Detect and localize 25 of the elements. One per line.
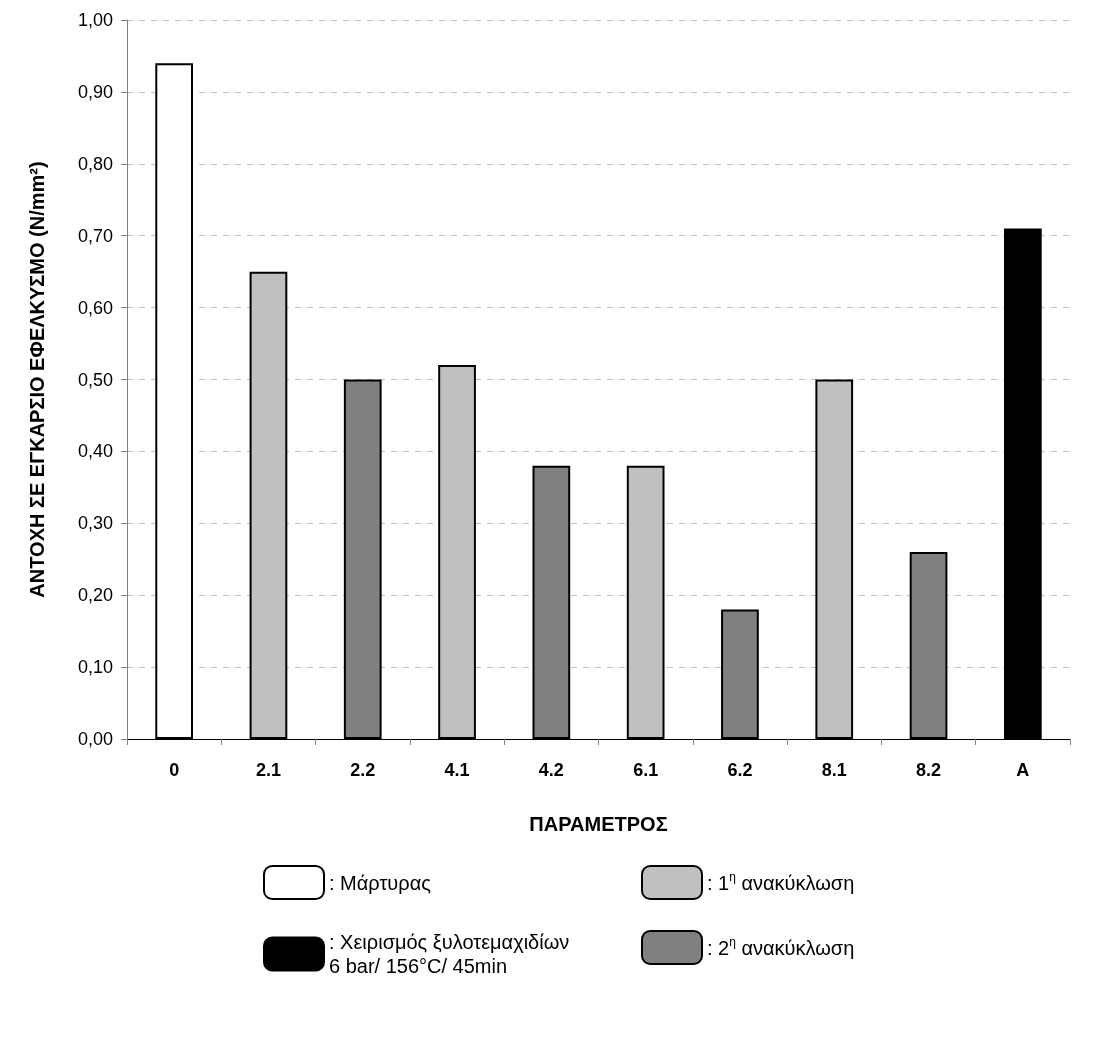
y-tick-label: 0,60 [77,297,113,318]
x-tick-label: 2.2 [350,760,376,780]
y-tick-label: 1,00 [77,10,113,30]
legend-label: : Μάρτυρας [329,871,432,894]
x-tick-label: 8.2 [916,760,942,780]
x-tick-label: 6.2 [727,760,753,780]
y-tick-label: 0,80 [77,153,113,174]
x-tick-label: 2.1 [255,760,281,780]
legend-label: : Χειρισμός ξυλοτεμαχιδίων 6 bar/ 156°C/ 45min [329,931,570,977]
y-tick-label: 0,70 [77,225,113,246]
x-tick-label: 4.2 [538,760,564,780]
x-tick-label: A [1016,760,1030,780]
x-tick-label: 0 [169,760,180,780]
x-tick-label: 8.1 [821,760,847,780]
x-tick-label: 4.1 [444,760,470,780]
y-tick-label: 0,40 [77,441,113,462]
y-tick-label: 0,90 [77,81,113,102]
y-tick-label: 0,30 [77,513,113,534]
x-axis-title: ΠΑΡΑΜΕΤΡΟΣ [529,813,668,835]
y-tick-label: 0,00 [77,729,113,749]
y-tick-label: 0,20 [77,585,113,606]
y-tick-label: 0,50 [77,369,113,390]
y-axis-title: ΑΝΤΟΧΗ ΣΕ ΕΓΚΑΡΣΙΟ ΕΦΕΛΚΥΣΜΟ (N/mm²) [26,161,48,598]
x-tick-label: 6.1 [633,760,659,780]
y-tick-label: 0,10 [77,657,113,678]
